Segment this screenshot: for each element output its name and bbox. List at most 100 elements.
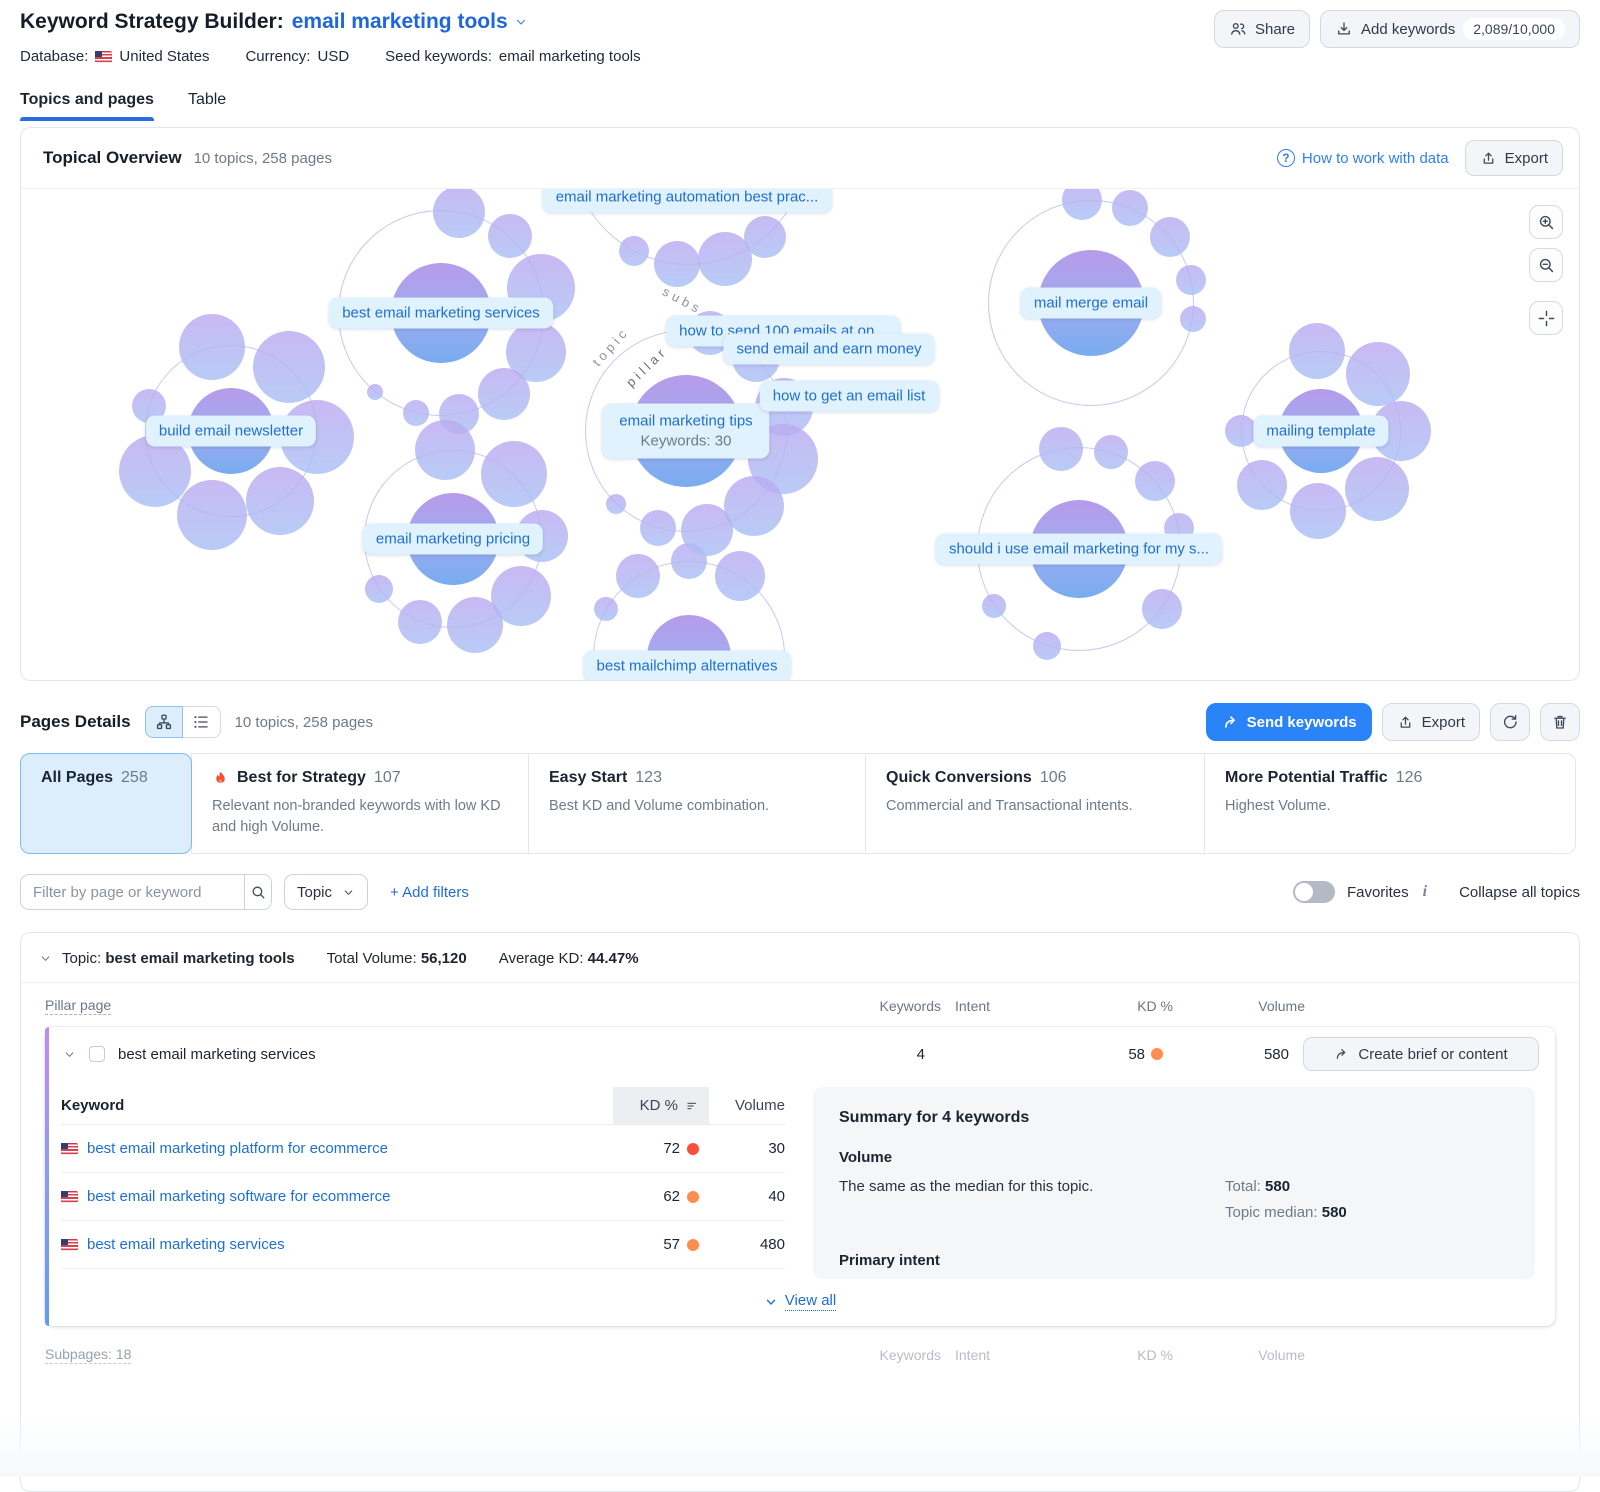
keyword-link[interactable]: best email marketing platform for ecomme… — [61, 1125, 613, 1172]
subtopic-bubble[interactable] — [119, 435, 192, 508]
subtopic-bubble[interactable] — [1344, 456, 1409, 521]
search-input[interactable] — [21, 875, 244, 910]
refresh-button[interactable] — [1490, 703, 1530, 741]
topic-map-label[interactable]: email marketing automation best prac... — [542, 189, 832, 213]
subtopic-bubble[interactable] — [1179, 306, 1206, 333]
subtopic-bubble[interactable] — [252, 331, 325, 404]
subtopic-bubble[interactable] — [432, 189, 485, 238]
topic-map-label[interactable]: best email marketing services — [329, 297, 553, 329]
subtopic-bubble[interactable] — [1290, 482, 1347, 539]
hierarchy-view-button[interactable] — [144, 706, 183, 738]
topic-map-label[interactable]: mailing template — [1253, 415, 1389, 447]
subtopic-bubble[interactable] — [403, 399, 430, 426]
pillar-topic-label[interactable]: email marketing tips Keywords: 30 — [602, 403, 770, 459]
subtopic-bubble[interactable] — [714, 550, 765, 601]
topic-group-header[interactable]: Topic: best email marketing tools Total … — [21, 933, 1579, 984]
delete-button[interactable] — [1540, 703, 1580, 741]
pages-export-button[interactable]: Export — [1381, 703, 1480, 741]
subtopic-bubble[interactable] — [1039, 426, 1084, 471]
subtopic-bubble[interactable] — [723, 476, 784, 537]
topic-map-label[interactable]: mail merge email — [1020, 287, 1162, 319]
add-keywords-button[interactable]: Add keywords 2,089/10,000 — [1320, 10, 1580, 48]
add-filters-link[interactable]: + Add filters — [390, 883, 469, 901]
card-quick-conversions[interactable]: Quick Conversions 106 Commercial and Tra… — [865, 753, 1205, 855]
favorites-toggle[interactable] — [1292, 881, 1335, 904]
subtopic-bubble[interactable] — [415, 420, 476, 481]
pillar-page-header[interactable]: Pillar page — [45, 997, 112, 1016]
kd-col-header[interactable]: KD % — [613, 1087, 709, 1125]
search-button[interactable] — [244, 875, 271, 910]
subtopic-bubble[interactable] — [982, 594, 1007, 619]
center-map-button[interactable] — [1529, 301, 1563, 335]
topic-map-label[interactable]: best mailchimp alternatives — [583, 650, 791, 680]
pages-details-subtitle: 10 topics, 258 pages — [234, 713, 373, 731]
subtopic-bubble[interactable] — [605, 493, 626, 514]
collapse-all-topics-link[interactable]: Collapse all topics — [1459, 883, 1580, 901]
keyword-link[interactable]: best email marketing software for ecomme… — [61, 1173, 613, 1220]
subtopic-bubble[interactable] — [478, 368, 531, 421]
how-to-work-with-data-link[interactable]: ? How to work with data — [1276, 149, 1449, 167]
card-easy-start[interactable]: Easy Start 123 Best KD and Volume combin… — [528, 753, 866, 855]
summary-intent-title: Primary intent — [839, 1252, 940, 1270]
subtopic-bubble[interactable] — [446, 597, 503, 654]
subtopic-bubble[interactable] — [1176, 264, 1207, 295]
subtopic-bubble[interactable] — [680, 503, 733, 556]
card-more-potential-traffic[interactable]: More Potential Traffic 126 Highest Volum… — [1204, 753, 1576, 855]
chevron-down-icon[interactable] — [63, 1048, 76, 1061]
share-button[interactable]: Share — [1214, 10, 1311, 48]
subpages-label[interactable]: Subpages: 18 — [45, 1346, 132, 1365]
subtopic-map-label[interactable]: how to get an email list — [759, 380, 939, 412]
subtopic-bubble[interactable] — [1236, 459, 1287, 510]
subtopic-bubble[interactable] — [1141, 588, 1182, 629]
pillar-row-checkbox[interactable] — [89, 1046, 105, 1063]
pillar-page-row[interactable]: best email marketing services 4 58 580 C… — [45, 1027, 1555, 1081]
subtopic-bubble[interactable] — [698, 232, 753, 287]
subtopic-bubble[interactable] — [178, 314, 245, 381]
topic-filter-dropdown[interactable]: Topic — [284, 874, 369, 911]
card-best-for-strategy[interactable]: Best for Strategy 107 Relevant non-brand… — [191, 753, 529, 855]
subtopic-bubble[interactable] — [246, 467, 315, 536]
summary-volume-desc: The same as the median for this topic. — [839, 1178, 1094, 1196]
list-view-button[interactable] — [182, 706, 221, 738]
subtopic-bubble[interactable] — [640, 510, 677, 547]
card-count: 106 — [1039, 769, 1067, 786]
send-keywords-button[interactable]: Send keywords — [1205, 703, 1372, 741]
zoom-out-button[interactable] — [1529, 248, 1563, 282]
topic-map-label[interactable]: build email newsletter — [145, 415, 317, 447]
subtopic-bubble[interactable] — [1111, 189, 1148, 226]
chevron-down-icon — [516, 19, 525, 25]
pillar-expanded-area: Keyword KD % Volume best email marketing… — [45, 1081, 1555, 1280]
tab-table[interactable]: Table — [187, 91, 227, 108]
subtopic-bubble[interactable] — [1134, 460, 1175, 501]
subtopic-map-label[interactable]: send email and earn money — [723, 333, 935, 365]
subtopic-bubble[interactable] — [397, 599, 442, 644]
subtopic-bubble[interactable] — [1033, 632, 1062, 660]
zoom-in-button[interactable] — [1529, 205, 1563, 239]
topical-export-button[interactable]: Export — [1464, 140, 1563, 176]
subtopic-bubble[interactable] — [1225, 415, 1257, 447]
view-all-link[interactable]: View all — [764, 1292, 837, 1312]
subtopic-bubble[interactable] — [1288, 323, 1345, 380]
topic-map-label[interactable]: email marketing pricing — [362, 523, 544, 555]
keyword-link[interactable]: best email marketing services — [61, 1221, 613, 1268]
topic-map-label[interactable]: should i use email marketing for my s... — [935, 533, 1223, 565]
create-brief-button[interactable]: Create brief or content — [1303, 1037, 1539, 1072]
subtopic-bubble[interactable] — [618, 236, 649, 267]
info-icon[interactable]: i — [1422, 883, 1428, 901]
subtopic-bubble[interactable] — [1345, 342, 1410, 407]
subtopic-bubble[interactable] — [480, 440, 547, 507]
subtopic-bubble[interactable] — [365, 574, 394, 603]
subtopic-bubble[interactable] — [366, 383, 383, 400]
subtopic-bubble[interactable] — [487, 214, 532, 259]
subtopic-bubble[interactable] — [653, 241, 700, 288]
topical-map[interactable]: email marketing automation best prac... b… — [21, 188, 1579, 680]
subtopic-bubble[interactable] — [1149, 216, 1190, 257]
card-all-pages[interactable]: All Pages 258 — [20, 753, 192, 855]
project-selector[interactable]: email marketing tools — [292, 10, 528, 34]
subtopic-bubble[interactable] — [1093, 434, 1128, 469]
tab-topics-and-pages[interactable]: Topics and pages — [20, 91, 154, 121]
subtopic-bubble[interactable] — [176, 479, 247, 550]
subtopic-bubble[interactable] — [616, 553, 661, 598]
subtopic-bubble[interactable] — [593, 597, 618, 621]
add-keywords-label: Add keywords — [1361, 20, 1456, 38]
